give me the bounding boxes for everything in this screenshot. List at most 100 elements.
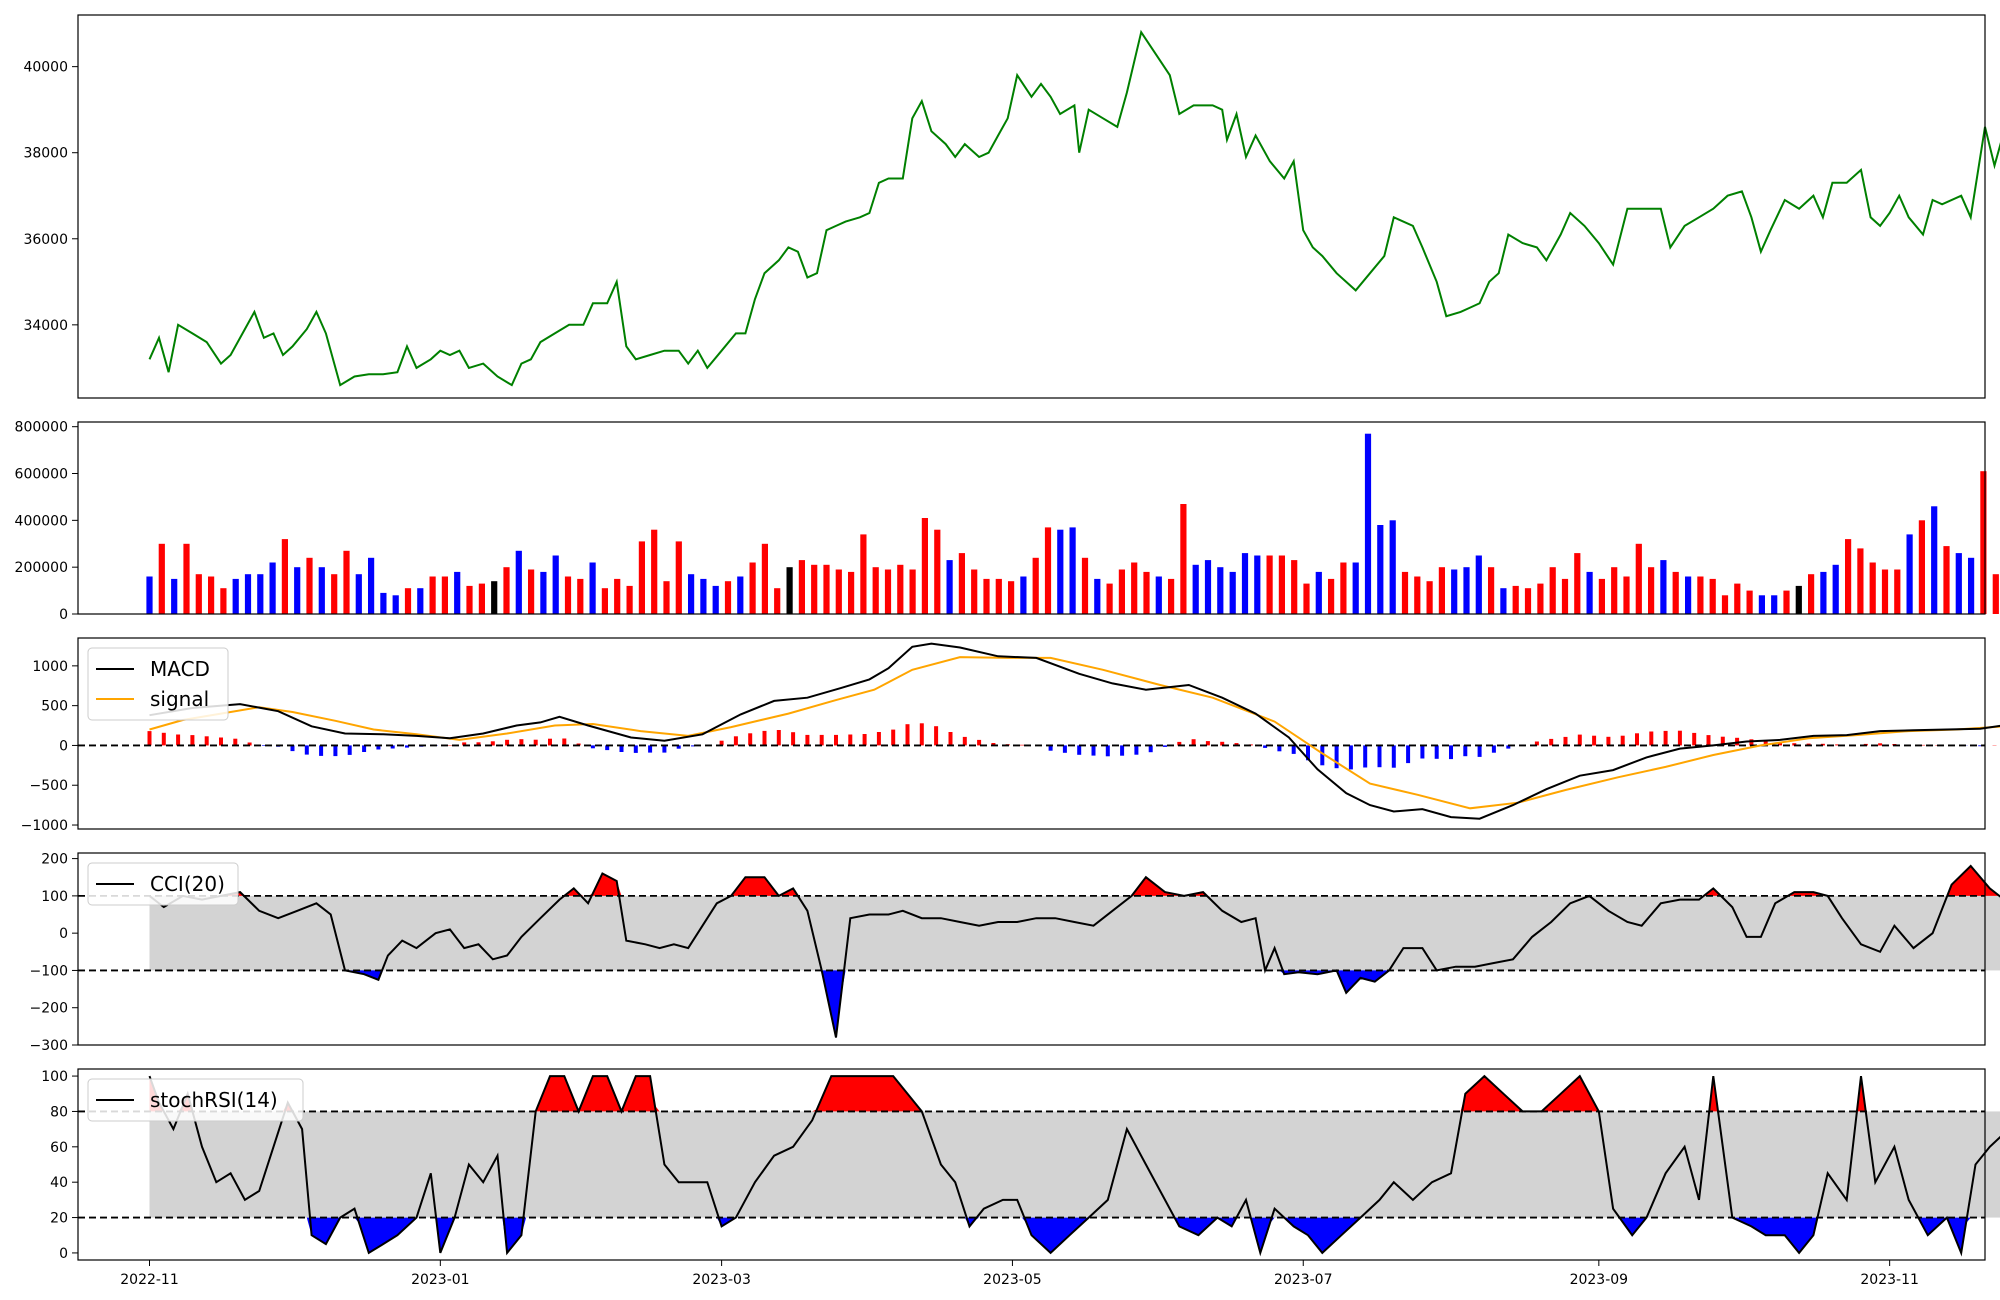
- volume-bar: [1721, 595, 1729, 614]
- volume-bar: [614, 578, 621, 614]
- volume-bar: [638, 541, 645, 614]
- macd-histogram-bar: [1563, 736, 1568, 746]
- macd-histogram-bar: [1463, 745, 1468, 757]
- cci-legend: [87, 862, 239, 906]
- macd-histogram-bar: [1663, 730, 1668, 746]
- macd-histogram-bar: [1978, 745, 1983, 747]
- macd-histogram-bar: [490, 741, 495, 746]
- macd-histogram-bar: [233, 738, 238, 746]
- volume-bar: [1020, 576, 1027, 614]
- macd-histogram-bar: [1263, 745, 1268, 748]
- macd-histogram-bar: [390, 745, 395, 749]
- macd-histogram-bar: [1635, 733, 1639, 746]
- volume-bar: [1414, 576, 1421, 614]
- price-ytick-label: 34000: [23, 318, 68, 334]
- volume-bar: [343, 550, 350, 614]
- macd-histogram-bar: [562, 738, 567, 746]
- stochrsi-ytick-label: 0: [59, 1246, 68, 1262]
- macd-histogram-bar: [719, 740, 724, 746]
- macd-histogram-bar: [333, 745, 338, 757]
- volume-bar: [1512, 585, 1519, 614]
- stochrsi-neutral-band: [149, 1111, 2000, 1218]
- volume-bar: [1106, 583, 1113, 614]
- volume-bar: [688, 574, 695, 614]
- volume-ytick-label: 0: [59, 607, 68, 623]
- volume-bar: [392, 595, 399, 614]
- volume-bar: [663, 581, 670, 614]
- macd-histogram-bar: [1391, 745, 1396, 768]
- volume-bar: [946, 560, 953, 614]
- cci-panel: −300 −200 −100 0 100 200 CCI(20): [30, 852, 2000, 1054]
- volume-bar: [220, 588, 227, 614]
- volume-bar: [1598, 578, 1605, 614]
- volume-bar: [208, 576, 215, 614]
- cci-oversold-fill: [149, 970, 2000, 1038]
- macd-histogram-bar: [991, 743, 996, 746]
- volume-bar: [1377, 525, 1384, 614]
- macd-histogram-bar: [876, 732, 881, 746]
- volume-bar: [1783, 590, 1790, 614]
- volume-bar: [860, 534, 867, 614]
- volume-bar: [491, 581, 498, 614]
- volume-bar: [318, 567, 325, 614]
- volume-bar: [195, 574, 202, 614]
- volume-bar: [1266, 555, 1273, 614]
- macd-histogram-bar: [791, 732, 796, 746]
- volume-bar: [1438, 567, 1445, 614]
- macd-histogram-bar: [1134, 745, 1139, 755]
- cci-ytick-label: 200: [41, 852, 68, 868]
- macd-histogram-bar: [576, 743, 581, 746]
- macd-histogram-bar: [304, 745, 309, 755]
- macd-histogram-bar: [748, 733, 753, 746]
- cci-ytick-label: 0: [59, 926, 68, 942]
- macd-histogram-bar: [862, 734, 867, 746]
- volume-bar: [1192, 564, 1199, 614]
- macd-histogram-bar: [1577, 734, 1582, 746]
- volume-bar: [675, 541, 682, 614]
- volume-bar: [1278, 555, 1285, 614]
- volume-bar: [700, 578, 707, 614]
- macd-histogram-bar: [362, 745, 367, 752]
- volume-frame: [77, 421, 1986, 615]
- volume-bar: [1771, 595, 1778, 614]
- volume-bar: [257, 574, 264, 614]
- macd-histogram-bar: [891, 729, 896, 746]
- volume-bar: [1352, 562, 1359, 614]
- price-ytick-label: 36000: [23, 232, 68, 248]
- macd-histogram-bar: [1320, 745, 1325, 766]
- macd-histogram-bar: [347, 745, 352, 755]
- macd-histogram-bar: [1778, 742, 1782, 746]
- volume-bar: [171, 578, 178, 614]
- volume-bar: [1143, 571, 1150, 614]
- macd-histogram-bar: [962, 736, 967, 746]
- cci-ytick-label: 100: [41, 889, 68, 905]
- macd-histogram-bar: [1677, 730, 1682, 746]
- volume-bar: [1451, 569, 1458, 614]
- macd-histogram-bar: [1306, 745, 1310, 761]
- volume-bar: [786, 567, 793, 614]
- volume-bar: [1808, 574, 1815, 614]
- volume-bar: [1574, 553, 1581, 614]
- volume-bar: [1660, 560, 1667, 614]
- cci-ytick-label: −200: [30, 1001, 68, 1017]
- volume-bar: [921, 518, 928, 614]
- macd-histogram-bar: [1163, 745, 1167, 747]
- cci-overbought-fill: [149, 866, 2000, 896]
- macd-histogram-bar: [1420, 745, 1425, 759]
- macd-panel: −1000 −500 0 500 1000 MACD signal: [21, 637, 2000, 834]
- macd-histogram-bar: [1491, 745, 1496, 753]
- macd-histogram-bar: [1077, 745, 1082, 755]
- xtick-label: 2023-05: [983, 1272, 1042, 1288]
- cci-neutral-band: [149, 895, 2000, 971]
- macd-histogram-bar: [1506, 745, 1511, 749]
- macd-histogram-bar: [762, 730, 767, 746]
- xtick-label: 2022-11: [120, 1272, 179, 1288]
- volume-bar: [1204, 560, 1212, 614]
- macd-histogram-bar: [848, 734, 853, 746]
- macd-histogram-bar: [1477, 745, 1482, 757]
- cci-ytick-label: −300: [30, 1038, 68, 1054]
- macd-histogram-bar: [1706, 735, 1711, 746]
- macd-histogram-bar: [261, 745, 266, 746]
- macd-histogram-bar: [676, 745, 681, 749]
